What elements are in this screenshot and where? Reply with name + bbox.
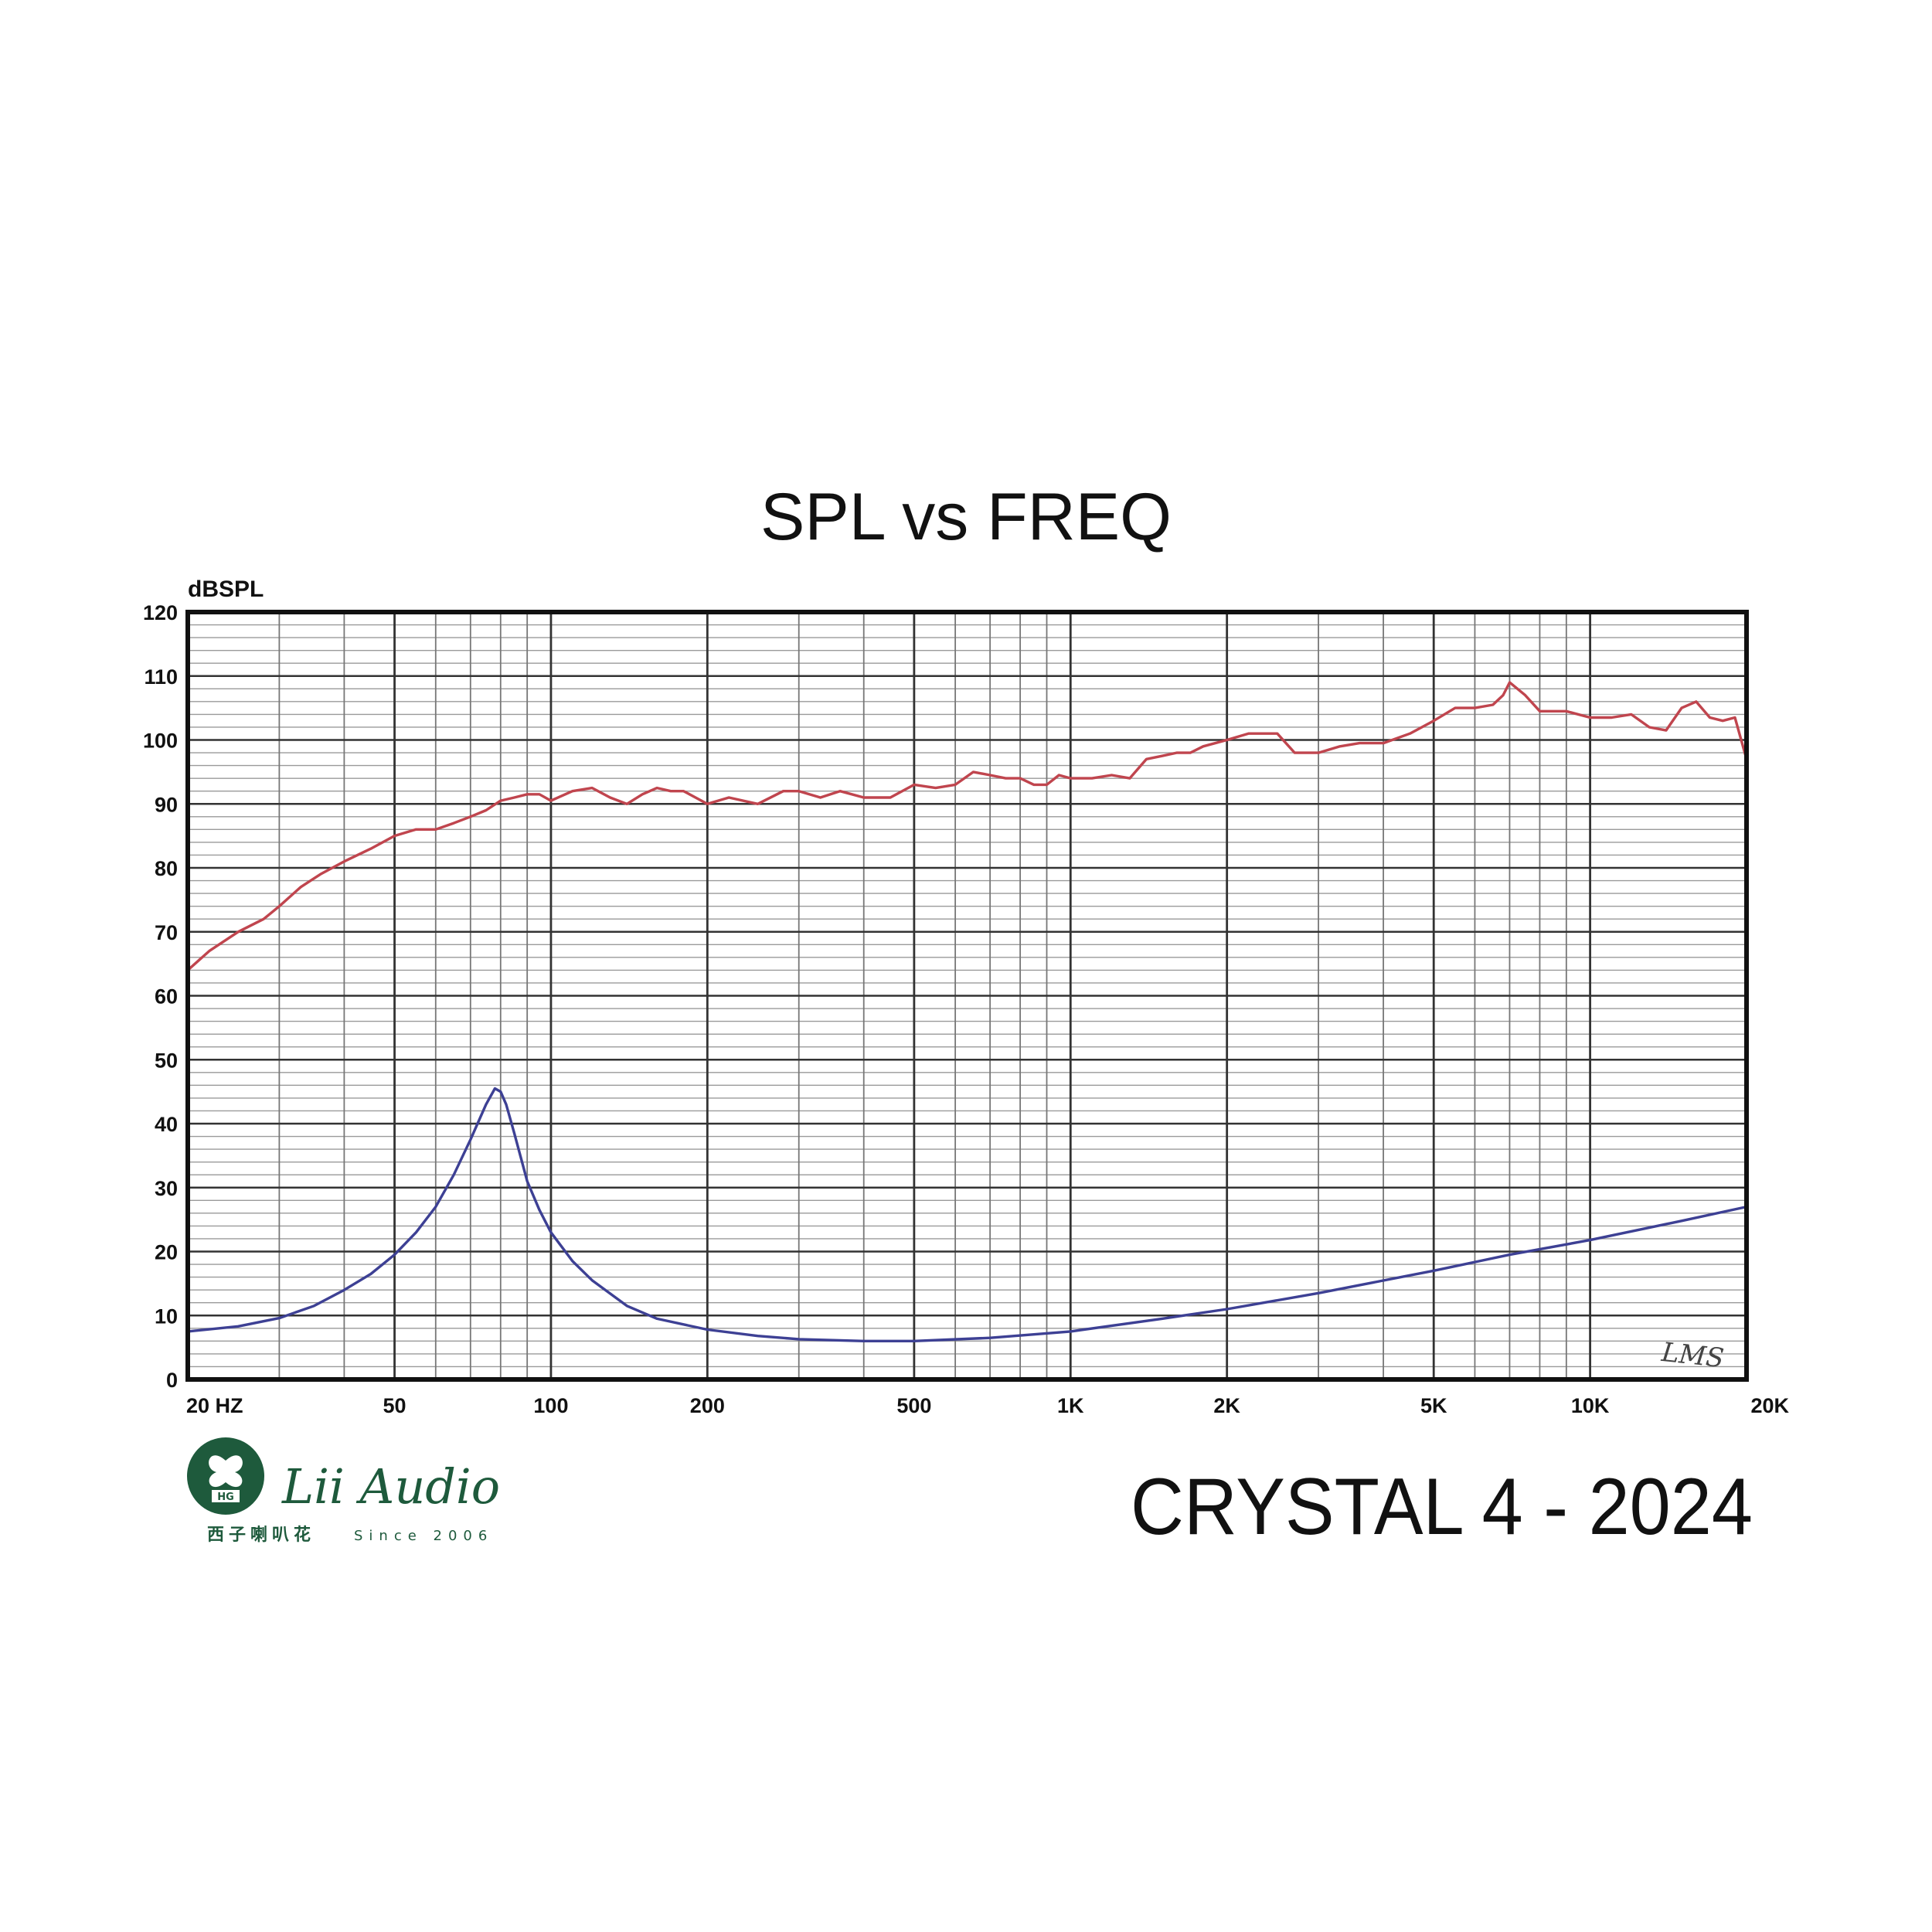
y-tick-label: 30	[155, 1177, 178, 1200]
brand-since: Since 2006	[354, 1528, 493, 1544]
logo-badge	[212, 1490, 240, 1502]
x-tick-label: 200	[690, 1394, 725, 1417]
y-tick-label: 90	[155, 793, 178, 816]
y-tick-label: 0	[166, 1369, 178, 1392]
x-tick-label: 20 HZ	[186, 1394, 243, 1417]
y-tick-label: 100	[143, 730, 178, 753]
x-tick-label: 2K	[1213, 1394, 1240, 1417]
x-tick-label: 20K	[1750, 1394, 1789, 1417]
impedance-curve	[186, 1087, 1748, 1343]
x-tick-labels: 20 HZ 50 100 200 500 1K 2K 5K 10K 20K	[186, 1394, 1790, 1417]
x-tick-label: 500	[896, 1394, 931, 1417]
spl-curve	[186, 681, 1748, 972]
chart-title: SPL vs FREQ	[760, 480, 1172, 554]
y-tick-label: 20	[155, 1241, 178, 1264]
logo-badge-text: HG	[217, 1492, 234, 1503]
series-layer	[186, 681, 1748, 1343]
plot-frame	[185, 610, 1749, 1382]
y-tick-label: 70	[155, 921, 178, 944]
x-tick-label: 50	[383, 1394, 406, 1417]
brand-logo: HG Lii Audio 西子喇叭花 Since 2006	[187, 1437, 500, 1545]
brand-name: Lii Audio	[281, 1458, 500, 1515]
y-tick-label: 80	[155, 857, 178, 880]
x-tick-label: 5K	[1420, 1394, 1447, 1417]
brand-chinese-name: 西子喇叭花	[207, 1525, 315, 1545]
y-axis-label: dBSPL	[188, 577, 264, 602]
flower-icon	[209, 1455, 243, 1488]
x-tick-label: 100	[533, 1394, 568, 1417]
y-tick-label: 110	[144, 665, 178, 689]
x-tick-label: 1K	[1057, 1394, 1084, 1417]
y-tick-label: 10	[155, 1304, 178, 1328]
y-tick-labels: 0 10 20 30 40 50 60 70 80 90 100 110 120	[143, 601, 178, 1392]
y-tick-label: 40	[155, 1113, 178, 1136]
watermark-lms: LMS	[1659, 1337, 1725, 1374]
model-title: CRYSTAL 4 - 2024	[1131, 1462, 1753, 1552]
y-tick-label: 50	[155, 1049, 178, 1072]
y-tick-label: 120	[143, 601, 178, 624]
x-tick-label: 10K	[1571, 1394, 1610, 1417]
y-tick-label: 60	[155, 985, 178, 1009]
